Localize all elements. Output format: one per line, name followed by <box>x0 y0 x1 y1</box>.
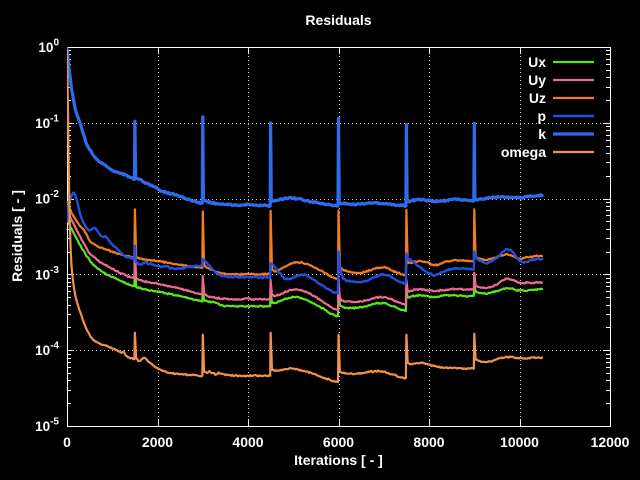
series-line-Uz <box>67 201 544 281</box>
x-tick-label: 6000 <box>323 434 354 450</box>
x-tick-label: 10000 <box>500 434 539 450</box>
series-line-Ux <box>67 217 544 318</box>
legend-label-omega: omega <box>501 144 546 160</box>
legend: Ux Uy Uz pk omega <box>501 54 594 160</box>
x-axis-title: Iterations [ - ] <box>294 452 383 468</box>
x-tick-label: 8000 <box>413 434 444 450</box>
y-tick-label: 10-3 <box>35 265 59 283</box>
legend-label-Ux: Ux <box>528 54 546 70</box>
legend-label-k: k <box>538 126 546 142</box>
y-tick-label: 10-2 <box>35 189 59 207</box>
legend-label-Uy: Uy <box>528 72 546 88</box>
series-line-omega <box>67 49 544 384</box>
chart-title: Residuals <box>305 12 372 28</box>
y-tick-label: 10-4 <box>35 341 59 359</box>
y-tick-label: 100 <box>38 38 59 56</box>
legend-label-p: p <box>537 108 546 124</box>
y-tick-label: 10-1 <box>35 113 59 131</box>
x-tick-label: 4000 <box>232 434 263 450</box>
x-tick-label: 2000 <box>142 434 173 450</box>
series-line-k <box>67 47 544 209</box>
x-tick-label: 0 <box>63 434 71 450</box>
series-line-p <box>67 191 544 295</box>
series-line-Uy <box>67 204 544 311</box>
legend-label-Uz: Uz <box>529 90 546 106</box>
y-tick-label: 10-5 <box>35 417 59 435</box>
y-axis-title: Residuals [ - ] <box>9 190 25 282</box>
x-tick-label: 12000 <box>591 434 630 450</box>
